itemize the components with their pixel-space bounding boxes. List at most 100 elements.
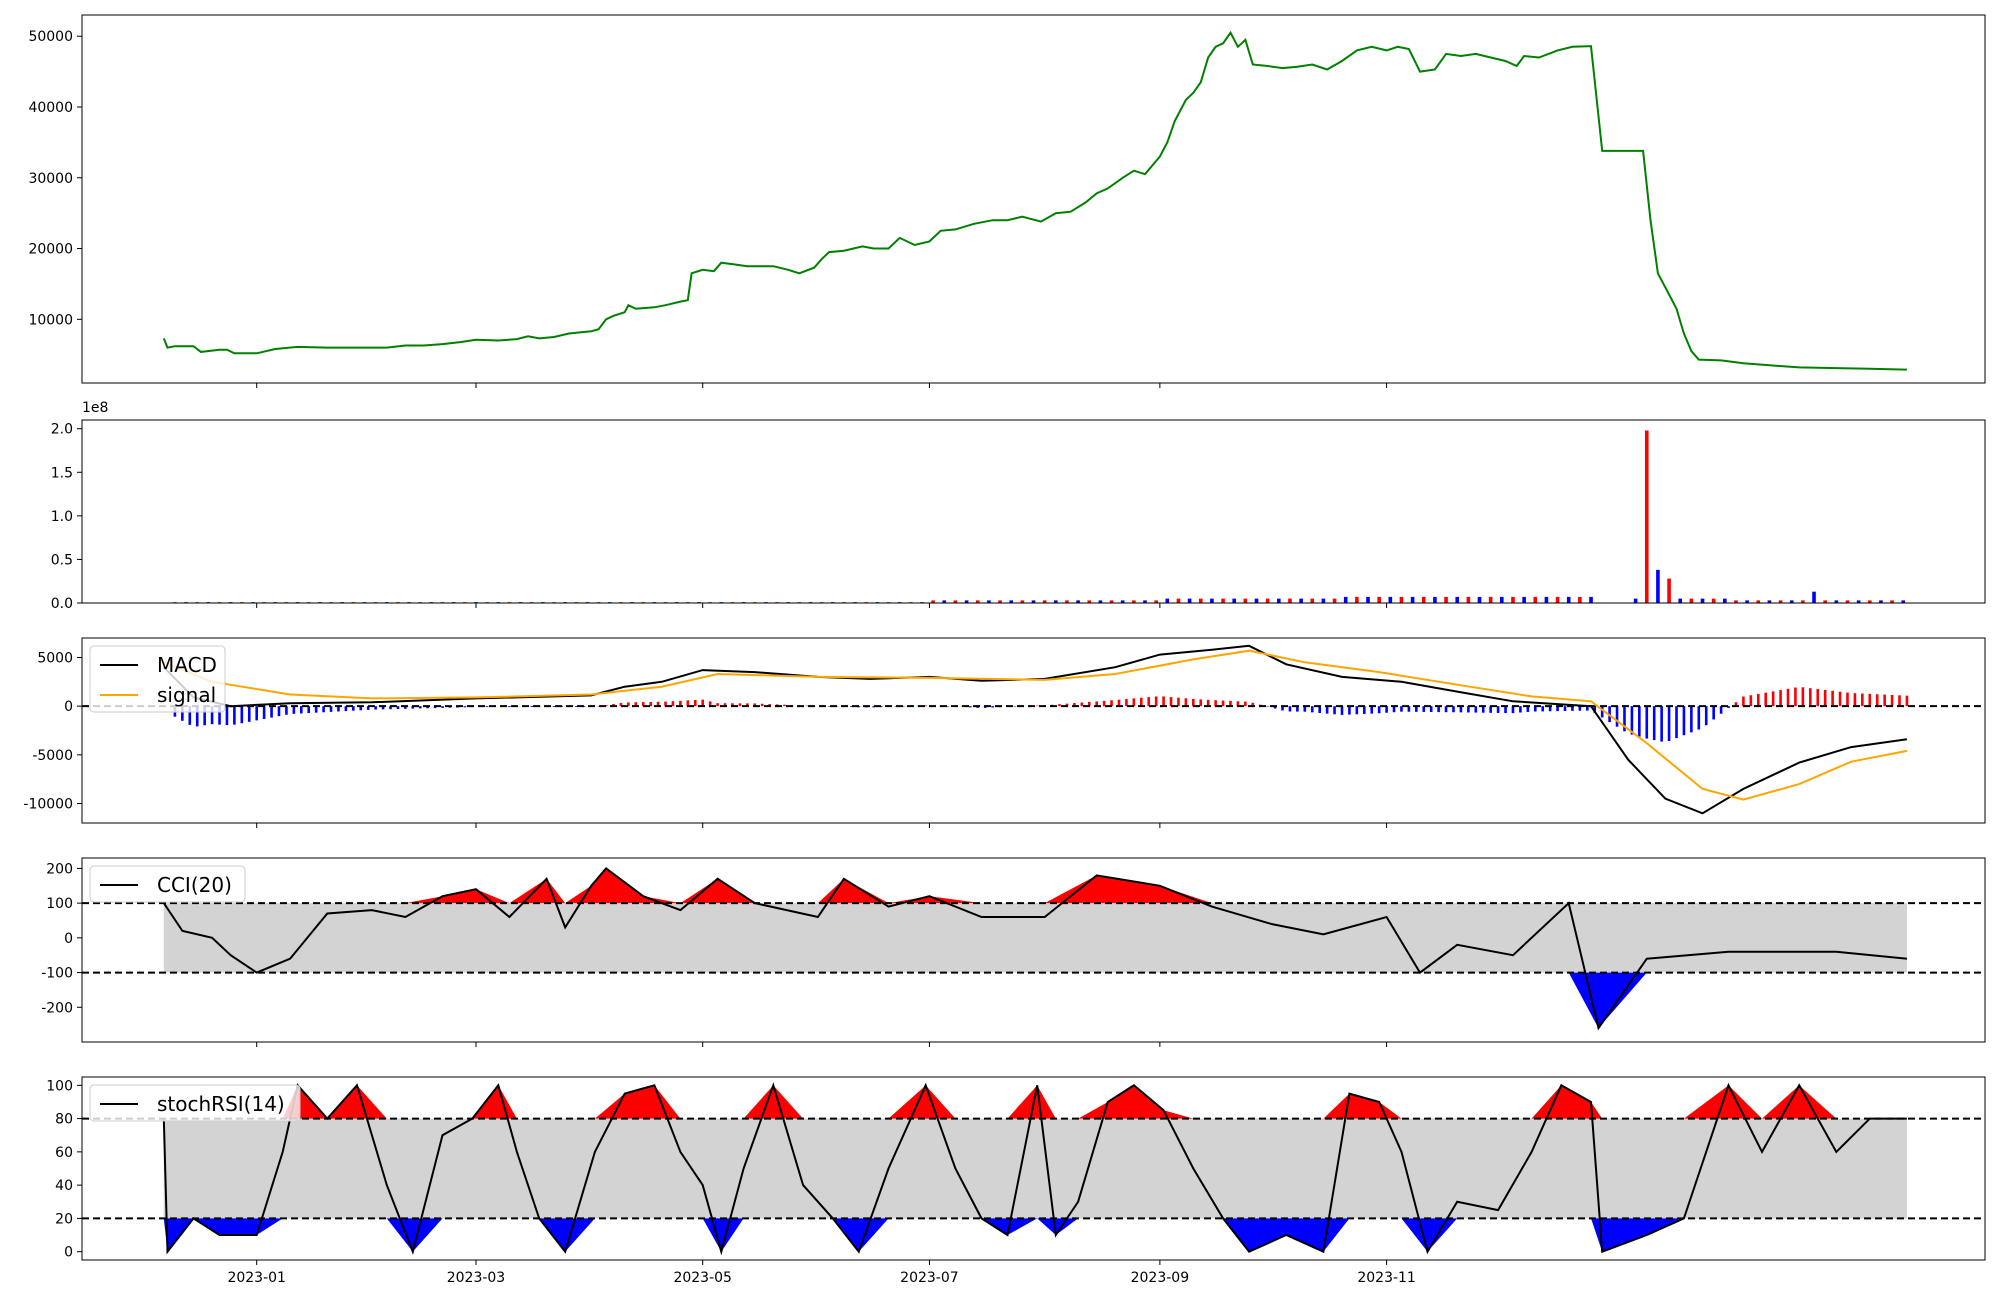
cci-ytick-label: 100 (46, 896, 73, 912)
macd-histogram-bar (1429, 706, 1433, 712)
volume-bar (1232, 598, 1237, 603)
macd-histogram-bar (641, 702, 645, 707)
macd-histogram-bar (359, 706, 363, 711)
volume-bar (1154, 600, 1158, 603)
price-ytick-label: 40000 (28, 100, 73, 116)
macd-histogram-bar (1719, 706, 1723, 714)
macd-histogram-bar (1415, 706, 1418, 712)
macd-histogram-bar (1310, 706, 1314, 713)
stochrsi-frame (81, 1076, 1986, 1261)
volume-bar (987, 600, 991, 603)
macd-histogram-bar (716, 703, 719, 707)
macd-histogram-bar (1846, 692, 1849, 707)
volume-ytick-label: 0.0 (51, 596, 73, 612)
macd-histogram-bar (753, 703, 757, 707)
macd-histogram-bar (1660, 706, 1663, 742)
volume-bar (1265, 598, 1270, 603)
macd-histogram-bar (1511, 706, 1515, 714)
volume-bar (1143, 600, 1147, 603)
macd-histogram-bar (1504, 706, 1507, 714)
macd-histogram-bar (1244, 701, 1247, 707)
macd-histogram-bar (708, 701, 712, 707)
cci-legend: CCI(20) (89, 865, 246, 903)
macd-histogram-bar (203, 706, 206, 726)
xtick-label: 2023-11 (1357, 1270, 1416, 1286)
macd-histogram-bar (1794, 687, 1797, 707)
macd-histogram-bar (805, 705, 809, 707)
macd-histogram-bar (374, 706, 377, 710)
volume-bar (1065, 600, 1069, 603)
macd-histogram-bar (1586, 706, 1589, 711)
macd-histogram-bar (1831, 690, 1834, 707)
cci-ytick-label: -200 (41, 1000, 73, 1016)
macd-histogram-bar (1214, 700, 1217, 707)
macd-histogram-bar (1296, 706, 1299, 712)
macd-histogram-bar (783, 704, 786, 707)
macd-histogram-bar (1184, 698, 1188, 707)
volume-bar (1500, 596, 1504, 603)
volume-bar (998, 600, 1002, 603)
volume-bar (1031, 600, 1036, 603)
macd-histogram-bar (1147, 697, 1151, 707)
volume-bar (1867, 600, 1872, 603)
macd-histogram-bar (693, 700, 697, 707)
macd-histogram-bar (879, 706, 883, 708)
macd-histogram-bar (1281, 706, 1284, 711)
macd-histogram-bar (1095, 701, 1098, 707)
volume-bar (964, 600, 969, 603)
macd-histogram-bar (1890, 694, 1894, 707)
macd-histogram-bar (679, 700, 682, 707)
macd-histogram-bar (1348, 706, 1351, 715)
macd-histogram-bar (1169, 697, 1173, 707)
macd-histogram-bar (418, 706, 422, 709)
macd-histogram-bar (1273, 706, 1277, 709)
cci-overbought-fill (163, 868, 1907, 904)
volume-bar (1176, 598, 1181, 603)
volume-bar (1020, 600, 1025, 603)
volume-bar (1644, 430, 1649, 603)
macd-histogram-bar (552, 706, 556, 708)
xtick-label: 2023-05 (673, 1270, 732, 1286)
price-series-line-0 (162, 30, 1907, 371)
macd-histogram-bar (1139, 697, 1143, 707)
macd-histogram-bar (218, 706, 221, 725)
volume-bar (1355, 596, 1359, 603)
volume-ytick-label: 1.5 (51, 465, 73, 481)
volume-bar (1578, 596, 1582, 603)
price-ytick-label: 50000 (28, 29, 73, 45)
macd-histogram-bar (1809, 688, 1812, 707)
macd-histogram-bar (969, 706, 972, 708)
volume-bar (1890, 600, 1894, 603)
macd-histogram-bar (1779, 690, 1782, 707)
stochrsi-panel: 0 20 40 60 80 100 stochRSI(14) (46, 1076, 1986, 1261)
volume-bar (1009, 600, 1013, 603)
macd-histogram-bar (1073, 703, 1076, 707)
macd-histogram-bar (1199, 699, 1203, 707)
macd-histogram-bar (619, 702, 623, 707)
macd-histogram-bar (1734, 702, 1738, 707)
macd-histogram-bar (441, 706, 444, 708)
macd-histogram-bar (575, 706, 578, 708)
macd-histogram-bar (1638, 706, 1641, 737)
macd-histogram-bar (1823, 689, 1827, 707)
macd-histogram-bar (1125, 699, 1128, 707)
volume-bar (1410, 596, 1415, 603)
volume-bar (1433, 596, 1437, 603)
macd-histogram-bar (299, 706, 303, 714)
cci-ytick-label: 0 (64, 931, 73, 947)
macd-ytick-label: 0 (64, 699, 73, 715)
macd-histogram-bar (1400, 706, 1403, 712)
macd-histogram-bar (426, 706, 429, 709)
stochrsi-ytick-label: 20 (55, 1211, 73, 1227)
macd-histogram-bar (210, 706, 214, 725)
macd-histogram-bar (1756, 693, 1760, 707)
volume-bar (1879, 600, 1883, 603)
macd-ytick-label: -5000 (32, 748, 73, 764)
volume-frame (81, 419, 1986, 604)
volume-bar (1667, 578, 1671, 603)
volume-bar (1801, 600, 1805, 603)
macd-histogram-bar (247, 706, 251, 722)
macd-histogram-bar (1407, 706, 1411, 712)
macd-ytick-label: 5000 (37, 650, 73, 666)
